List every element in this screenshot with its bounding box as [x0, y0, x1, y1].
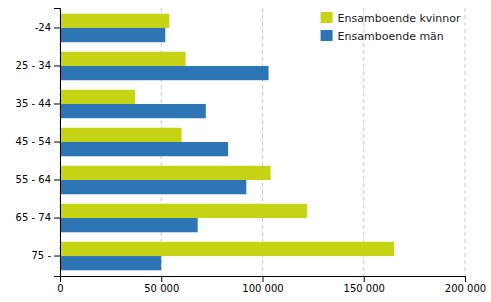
- grid-line: [465, 8, 466, 276]
- y-tick: 25 - 34: [16, 60, 60, 71]
- bar: [60, 142, 228, 156]
- bar: [60, 180, 246, 194]
- y-tick-label: 55 - 64: [16, 174, 51, 185]
- y-tick: 35 - 44: [16, 98, 60, 109]
- x-tick-label: 100 000: [242, 283, 283, 294]
- bar: [60, 204, 307, 218]
- y-tick-label: 65 - 74: [16, 212, 51, 223]
- legend-label: Ensamboende män: [338, 30, 444, 43]
- x-tick-mark: [465, 276, 466, 282]
- legend: Ensamboende kvinnor Ensamboende män: [321, 12, 461, 43]
- plot: 0 50 000 100 000 150 000 200 000 -24 25 - 34 35…: [16, 8, 487, 294]
- bar: [60, 104, 206, 118]
- bar: [60, 66, 269, 80]
- x-tick: 50 000: [144, 276, 179, 294]
- y-tick-mark: [54, 142, 60, 143]
- bar: [60, 90, 135, 104]
- y-axis-line: [54, 9, 61, 277]
- x-tick: 200 000: [445, 276, 486, 294]
- x-tick-mark: [364, 276, 365, 282]
- bar: [60, 14, 169, 28]
- y-tick-label: 25 - 34: [16, 60, 51, 71]
- x-tick-mark: [263, 276, 264, 282]
- x-axis: 0 50 000 100 000 150 000 200 000: [57, 276, 486, 294]
- y-tick: 55 - 64: [16, 174, 60, 185]
- x-tick-mark: [161, 276, 162, 282]
- x-tick: 150 000: [344, 276, 385, 294]
- grid-line: [363, 8, 364, 276]
- x-tick-label: 200 000: [445, 283, 486, 294]
- y-tick: 75 -: [31, 250, 60, 261]
- x-axis-line: [61, 277, 466, 283]
- y-tick-mark: [54, 256, 60, 257]
- x-tick-label: 150 000: [344, 283, 385, 294]
- y-tick-mark: [54, 65, 60, 66]
- y-tick: 65 - 74: [16, 212, 60, 223]
- legend-swatch: [321, 30, 333, 41]
- bar: [60, 218, 198, 232]
- legend-item: Ensamboende kvinnor: [321, 12, 461, 25]
- y-tick-label: 75 -: [31, 250, 51, 261]
- x-tick: 100 000: [242, 276, 283, 294]
- bar: [60, 28, 165, 42]
- y-axis: -24 25 - 34 35 - 44 45 - 54 55 - 64 65 - 74 75…: [16, 9, 61, 277]
- chart: 0 50 000 100 000 150 000 200 000 -24 25 - 34 35…: [0, 0, 491, 302]
- bar: [60, 242, 394, 256]
- y-tick-label: -24: [35, 22, 51, 33]
- x-tick: 0: [57, 276, 63, 294]
- bar: [60, 256, 161, 270]
- bar-series: [60, 14, 394, 256]
- y-tick-mark: [54, 27, 60, 28]
- legend-label: Ensamboende kvinnor: [338, 12, 461, 25]
- y-tick: -24: [35, 22, 60, 33]
- y-tick-mark: [54, 218, 60, 219]
- x-tick-label: 0: [57, 283, 63, 294]
- bar-series: [60, 28, 269, 270]
- grid: [60, 8, 465, 276]
- bar: [60, 128, 182, 142]
- y-tick: 45 - 54: [16, 136, 60, 147]
- y-tick-mark: [54, 180, 60, 181]
- y-tick-label: 35 - 44: [16, 98, 51, 109]
- y-tick-label: 45 - 54: [16, 136, 51, 147]
- bar: [60, 52, 186, 66]
- bar: [60, 166, 271, 180]
- grid-line: [262, 8, 263, 276]
- y-tick-mark: [54, 103, 60, 104]
- bars: [60, 14, 394, 271]
- legend-swatch: [321, 12, 333, 23]
- legend-item: Ensamboende män: [321, 30, 444, 43]
- x-tick-label: 50 000: [144, 283, 179, 294]
